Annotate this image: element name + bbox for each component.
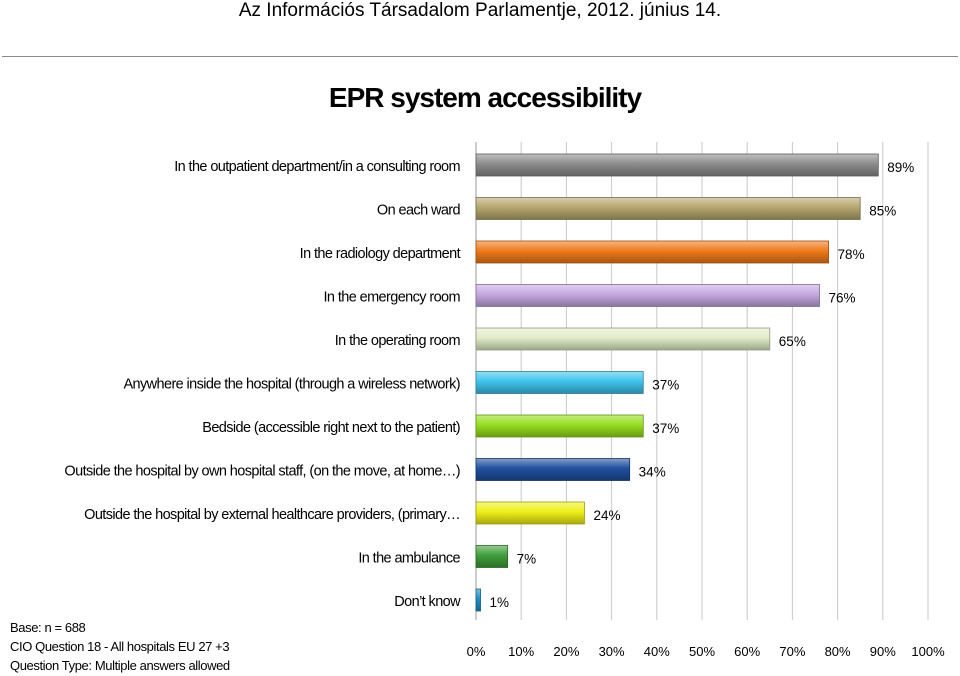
data-label: 34%: [639, 465, 666, 480]
data-label: 1%: [490, 595, 510, 610]
footnote-question-type: Question Type: Multiple answers allowed: [10, 658, 230, 673]
x-tick-label: 100%: [911, 644, 945, 659]
x-tick-label: 80%: [825, 644, 851, 659]
data-label: 37%: [652, 378, 679, 393]
page-header: Az Információs Társadalom Parlamentje, 2…: [238, 0, 722, 21]
x-tick-label: 40%: [644, 644, 670, 659]
labels: 0% 10% 20% 30% 40% 50% 60% 70% 80% 90% 100% 89% In t…: [64, 159, 945, 659]
category-label: In the operating room: [335, 333, 461, 349]
bars: [475, 153, 879, 612]
data-label: 37%: [652, 421, 679, 436]
x-tick-label: 30%: [599, 644, 625, 659]
data-label: 78%: [838, 247, 865, 262]
chart-title: EPR system accessibility: [328, 82, 642, 113]
chart-footnote: Base: n = 688 CIO Question 18 - All hosp…: [10, 618, 310, 675]
x-tick-label: 20%: [553, 644, 579, 659]
bar: [475, 284, 820, 307]
data-label: 24%: [593, 508, 620, 523]
x-tick-label: 10%: [508, 644, 534, 659]
bar: [475, 371, 644, 394]
data-label: 89%: [887, 160, 914, 175]
bar: [475, 240, 829, 264]
bar: [475, 501, 585, 525]
x-tick-label: 60%: [734, 644, 760, 659]
category-label: On each ward: [377, 203, 461, 219]
category-label: Outside the hospital by external healthc…: [84, 507, 460, 523]
bar: [475, 197, 861, 220]
category-label: In the ambulance: [358, 551, 460, 567]
bar: [475, 458, 631, 481]
category-label: Anywhere inside the hospital (through a …: [123, 377, 460, 393]
data-label: 76%: [829, 291, 856, 306]
data-label: 85%: [869, 204, 896, 219]
header-divider: [2, 56, 958, 57]
footnote-question: CIO Question 18 - All hospitals EU 27 +3: [10, 639, 230, 654]
category-label: Bedside (accessible right next to the pa…: [202, 420, 460, 436]
data-label: 65%: [779, 334, 806, 349]
x-tick-label: 90%: [870, 644, 896, 659]
bar: [475, 545, 509, 568]
category-label: Outside the hospital by own hospital sta…: [64, 464, 460, 480]
category-label: In the outpatient department/in a consul…: [174, 159, 460, 175]
category-label: Don’t know: [394, 594, 461, 610]
category-label: In the emergency room: [324, 290, 461, 306]
bar: [475, 153, 879, 177]
category-label: In the radiology department: [300, 246, 461, 262]
footnote-base: Base: n = 688: [10, 620, 86, 635]
x-tick-label: 0%: [467, 644, 486, 659]
data-label: 7%: [517, 552, 537, 567]
bar: [475, 588, 481, 612]
x-tick-label: 50%: [689, 644, 715, 659]
bar: [475, 327, 771, 351]
bar: [475, 414, 644, 438]
x-tick-label: 70%: [779, 644, 805, 659]
